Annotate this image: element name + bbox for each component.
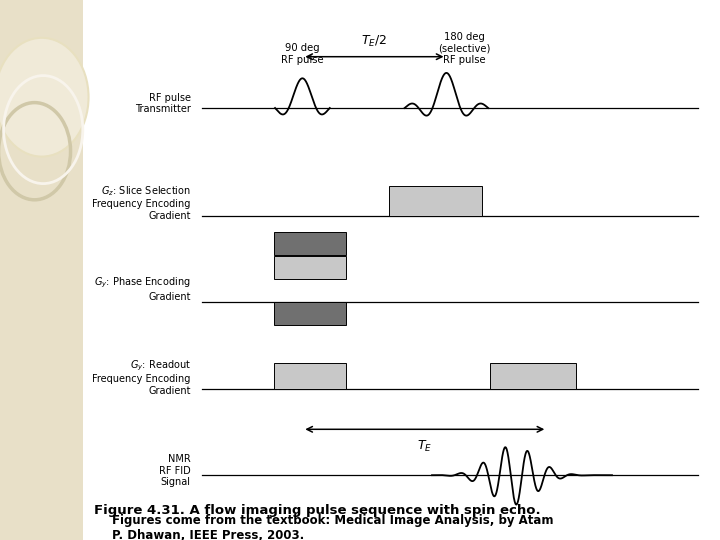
Bar (0, 0, 83, 540)
Bar (274, 363, 346, 389)
Text: $G_y$: Readout
Frequency Encoding
Gradient: $G_y$: Readout Frequency Encoding Gradie… (92, 358, 191, 396)
Text: NMR
RF FID
Signal: NMR RF FID Signal (159, 454, 191, 488)
Text: 180 deg
(selective)
RF pulse: 180 deg (selective) RF pulse (438, 32, 490, 65)
Text: Figure 4.31. A flow imaging pulse sequence with spin echo.: Figure 4.31. A flow imaging pulse sequen… (94, 504, 540, 517)
Bar (389, 186, 482, 216)
Bar (274, 256, 346, 279)
Text: $T_E$: $T_E$ (417, 439, 433, 454)
Text: $G_y$: Phase Encoding
Gradient: $G_y$: Phase Encoding Gradient (94, 276, 191, 302)
Bar (274, 302, 346, 325)
Bar (490, 363, 576, 389)
Bar (274, 232, 346, 255)
Text: 90 deg
RF pulse: 90 deg RF pulse (281, 43, 324, 65)
Text: RF pulse
Transmitter: RF pulse Transmitter (135, 93, 191, 114)
Text: $T_E$/2: $T_E$/2 (361, 33, 387, 49)
Ellipse shape (0, 38, 89, 157)
Text: $G_z$: Slice Selection
Frequency Encoding
Gradient: $G_z$: Slice Selection Frequency Encodin… (92, 184, 191, 221)
Bar (83, 0, 720, 540)
Text: Figures come from the textbook: Medical Image Analysis, by Atam
P. Dhawan, IEEE : Figures come from the textbook: Medical … (112, 514, 553, 540)
